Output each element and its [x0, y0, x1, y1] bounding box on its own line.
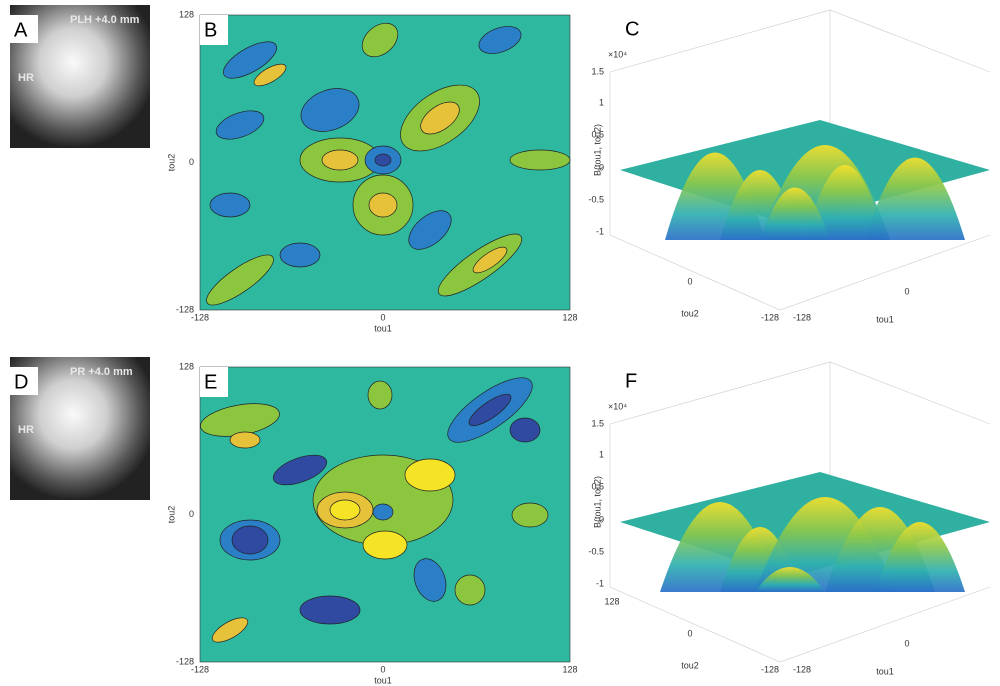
z-axis-label: B(tou1, tou2) — [592, 124, 602, 176]
y-tick-label: 128 — [179, 9, 194, 19]
image-title: PLH +4.0 mm — [70, 14, 140, 26]
panel-letter: F — [625, 370, 637, 392]
panel-letter: D — [14, 371, 28, 393]
image-title: PR +4.0 mm — [70, 366, 133, 378]
contour-region — [368, 381, 392, 409]
figure: A PLH +4.0 mm HR B -128 0 128 128 0 -128 tou1 tou2 C… — [0, 0, 1000, 686]
x-tick-label: 128 — [562, 664, 577, 674]
y-axis-label: tou2 — [166, 506, 176, 524]
contour-region — [230, 432, 260, 448]
y-tick-label: -128 — [761, 664, 779, 674]
x-tick-label: 0 — [380, 664, 385, 674]
y-tick-label: 0 — [687, 276, 692, 286]
contour-region — [210, 193, 250, 217]
exponent: ×10⁴ — [608, 401, 627, 411]
y-tick-label: 128 — [179, 361, 194, 371]
contour-plot — [198, 367, 570, 662]
z-tick-label: 1 — [599, 449, 604, 459]
contour-region — [330, 500, 360, 520]
contour-region — [280, 243, 320, 267]
x-tick-label: 0 — [904, 638, 909, 648]
contour-region — [455, 575, 485, 605]
contour-region — [363, 531, 407, 559]
z-tick-label: -0.5 — [588, 194, 604, 204]
panel-letter: B — [204, 19, 217, 41]
x-tick-label: 128 — [562, 312, 577, 322]
panel-letter: E — [204, 371, 217, 393]
contour-region — [510, 150, 570, 170]
z-tick-label: -0.5 — [588, 546, 604, 556]
panel-letter: A — [14, 19, 28, 41]
contour-region — [232, 526, 268, 554]
surface-plot — [610, 10, 990, 310]
z-axis-label: B(tou1, tou2) — [592, 476, 602, 528]
z-tick-label: 1 — [599, 97, 604, 107]
contour-region — [375, 154, 391, 166]
y-tick-label: 0 — [189, 157, 194, 167]
x-tick-label: -128 — [793, 664, 811, 674]
contour-region — [405, 459, 455, 491]
contour-region — [369, 193, 397, 217]
x-tick-label: 0 — [904, 286, 909, 296]
contour-region — [373, 504, 393, 520]
x-axis-label: tou1 — [876, 666, 894, 676]
z-tick-label: -1 — [596, 578, 604, 588]
x-axis-label: tou1 — [374, 323, 392, 333]
y-axis-label: tou2 — [166, 154, 176, 172]
y-tick-label: 0 — [189, 509, 194, 519]
y-axis-label: tou2 — [681, 660, 699, 670]
contour-region — [300, 596, 360, 624]
y-tick-label: -128 — [176, 304, 194, 314]
panel-letter: C — [625, 18, 639, 40]
contour-region — [510, 418, 540, 442]
y-axis-label: tou2 — [681, 308, 699, 318]
z-tick-label: 1.5 — [591, 66, 604, 76]
x-tick-label: -128 — [793, 312, 811, 322]
image-label: HR — [18, 72, 34, 84]
surface-plot — [610, 362, 990, 662]
exponent: ×10⁴ — [608, 49, 627, 59]
y-tick-label: 128 — [604, 596, 619, 606]
z-tick-label: -1 — [596, 226, 604, 236]
x-tick-label: 0 — [380, 312, 385, 322]
x-axis-label: tou1 — [876, 314, 894, 324]
z-tick-label: 1.5 — [591, 418, 604, 428]
y-tick-label: 0 — [687, 628, 692, 638]
contour-region — [512, 503, 548, 527]
image-label: HR — [18, 424, 34, 436]
contour-region — [322, 150, 358, 170]
y-tick-label: -128 — [176, 656, 194, 666]
x-axis-label: tou1 — [374, 675, 392, 685]
contour-plot — [200, 15, 570, 313]
y-tick-label: -128 — [761, 312, 779, 322]
